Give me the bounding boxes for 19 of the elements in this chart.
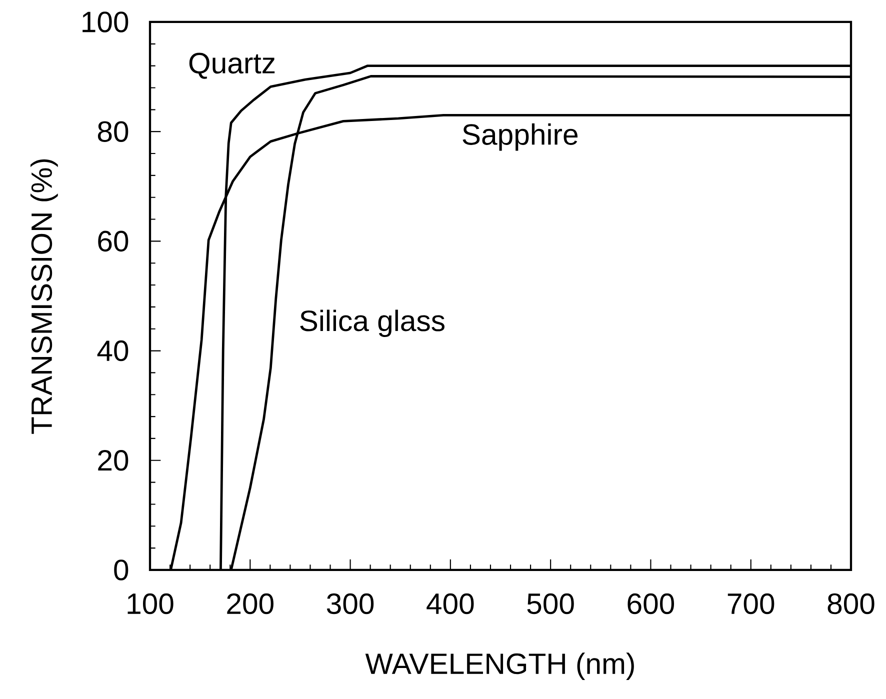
x-tick-label: 100	[128, 593, 174, 614]
x-tick-label: 400	[426, 593, 474, 614]
y-tick-label: 20	[98, 450, 128, 471]
annotation: Sapphire	[462, 123, 578, 151]
x-tick-label: 300	[326, 593, 374, 614]
y-tick-label: 80	[98, 121, 128, 142]
annotation: Quartz	[189, 52, 275, 79]
x-tick-label: 500	[527, 593, 574, 614]
x-axis-title: WAVELENGTH (nm)	[365, 652, 634, 680]
x-tick-label: 700	[728, 593, 774, 614]
y-tick-label: 0	[114, 560, 128, 580]
x-tick-label: 200	[227, 593, 274, 614]
x-tick-label: 600	[628, 593, 674, 614]
annotation: Silica glass	[300, 310, 444, 338]
y-tick-label: 100	[82, 12, 128, 32]
y-tick-label: 40	[97, 340, 128, 362]
y-axis-title: TRANSMISSION (%)	[30, 159, 58, 434]
y-tick-label: 60	[98, 230, 128, 252]
x-tick-label: 800	[828, 593, 874, 614]
